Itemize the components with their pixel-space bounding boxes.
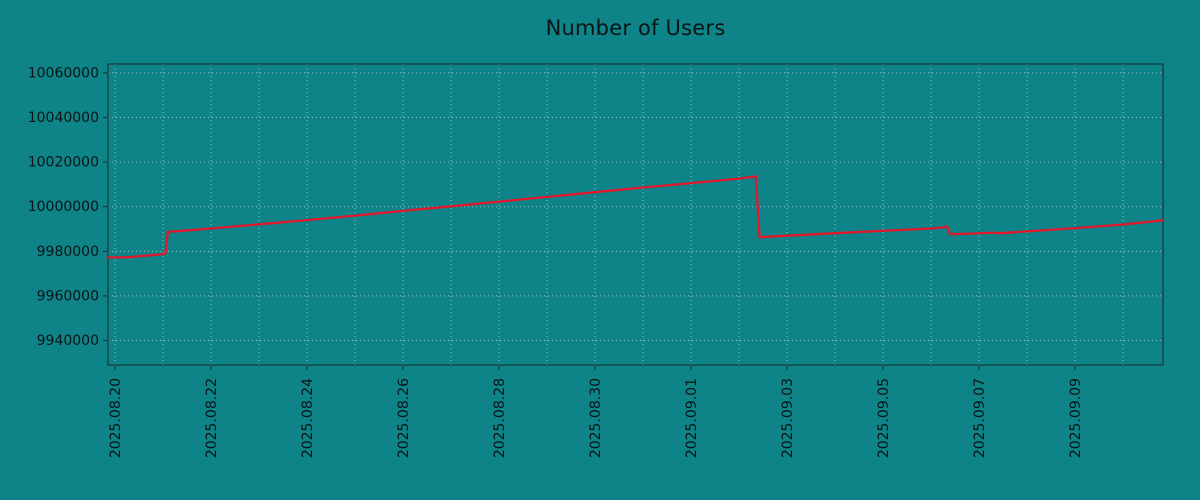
y-tick-label: 9980000 bbox=[37, 244, 99, 260]
x-tick-label: 2025.08.26 bbox=[396, 378, 412, 458]
gridlines bbox=[108, 64, 1163, 365]
y-tick-label: 9940000 bbox=[37, 333, 99, 349]
x-axis-labels: 2025.08.20 2025.08.22 2025.08.24 2025.08.26… bbox=[108, 365, 1084, 458]
series-line-users bbox=[106, 175, 1164, 259]
x-tick-label: 2025.09.09 bbox=[1068, 378, 1084, 458]
plot-border bbox=[107, 63, 1164, 366]
x-tick-label: 2025.08.30 bbox=[588, 378, 604, 458]
x-tick-label: 2025.08.20 bbox=[108, 378, 124, 458]
y-tick-label: 10060000 bbox=[28, 65, 99, 81]
chart-title: Number of Users bbox=[545, 16, 726, 40]
x-tick-label: 2025.09.05 bbox=[876, 378, 892, 458]
y-axis-labels: 9940000 9960000 9980000 10000000 10020000 100… bbox=[28, 65, 108, 349]
x-tick-label: 2025.08.28 bbox=[492, 378, 508, 458]
x-tick-label: 2025.09.03 bbox=[780, 378, 796, 458]
x-tick-label: 2025.08.24 bbox=[300, 378, 316, 458]
y-tick-label: 10000000 bbox=[28, 199, 99, 215]
x-tick-label: 2025.09.01 bbox=[684, 378, 700, 458]
x-tick-label: 2025.08.22 bbox=[204, 378, 220, 458]
y-tick-label: 10040000 bbox=[28, 110, 99, 126]
y-tick-label: 9960000 bbox=[37, 288, 99, 304]
x-tick-label: 2025.09.07 bbox=[972, 378, 988, 458]
y-tick-label: 10020000 bbox=[28, 155, 99, 171]
